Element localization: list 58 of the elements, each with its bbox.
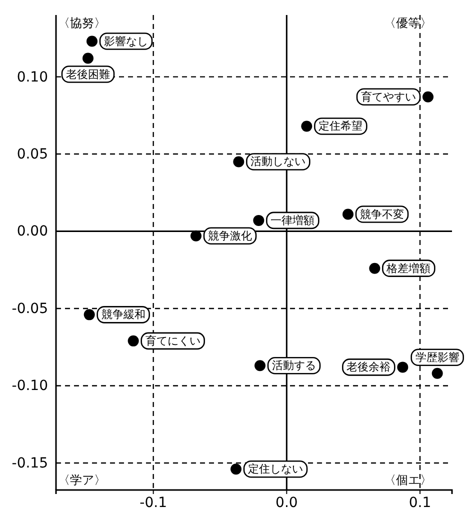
x-tick-label: 0.0 (276, 494, 298, 511)
series-label: 老後困難 (66, 68, 110, 81)
series-label: 活動する (272, 359, 316, 372)
name-tag: 影響なし (99, 32, 153, 50)
series-label: 老後余裕 (346, 360, 391, 374)
name-tag: 競争激化 (203, 227, 257, 245)
series-label: 格差増額 (386, 262, 431, 275)
annotation: 〈協努〉 (58, 16, 106, 30)
x-tick-label: 0.1 (408, 494, 432, 511)
annotation: 〈優等〉 (384, 16, 432, 30)
point (342, 208, 354, 220)
point (253, 214, 264, 226)
name-tag: 育てやすい (356, 88, 421, 106)
point (397, 362, 408, 373)
point (230, 464, 242, 475)
series-label: 定住希望 (318, 120, 363, 133)
name-tag: 競争不変 (355, 206, 409, 223)
x-tick-label: -0.1 (140, 494, 167, 511)
name-tag: 定住しない (243, 460, 308, 478)
series-label: 影響なし (104, 34, 148, 48)
name-tag: 学歴影響 (410, 348, 464, 366)
series-label: 育てやすい (361, 90, 416, 104)
point (432, 368, 443, 379)
series-label: 定住しない (248, 462, 303, 476)
point (233, 156, 244, 168)
series-label: 競争緩和 (101, 308, 146, 322)
name-tag: 定住希望 (314, 118, 368, 135)
point (254, 360, 266, 372)
series-label: 学歴影響 (415, 350, 460, 364)
name-tag: 老後余裕 (342, 358, 396, 376)
y-tick-label: -0.15 (12, 455, 48, 472)
point (86, 36, 98, 47)
name-tag: 老後困難 (61, 66, 115, 83)
point (190, 230, 202, 242)
name-tag: 育てにくい (140, 332, 205, 350)
name-tag: 競争緩和 (96, 306, 150, 324)
series-label: 競争激化 (208, 229, 252, 242)
series-label: 活動しない (250, 155, 306, 168)
series-label: 競争不変 (360, 208, 404, 221)
point (422, 91, 434, 102)
annotation: 〈個エ〉 (384, 473, 432, 487)
point (369, 262, 380, 274)
name-tag: 格差増額 (382, 260, 436, 277)
name-tag: 活動する (267, 357, 321, 374)
name-tag: 一律増額 (266, 212, 320, 230)
point (82, 52, 94, 64)
annotation: 〈学ア〉 (58, 473, 106, 487)
y-tick-label: -0.05 (12, 300, 48, 317)
y-tick-label: 0.10 (16, 69, 48, 86)
point (84, 309, 95, 320)
point (128, 335, 139, 346)
name-tag: 活動しない (246, 153, 310, 170)
y-tick-label: 0.05 (16, 146, 48, 163)
y-tick-label: -0.10 (12, 378, 48, 394)
point (301, 120, 312, 132)
y-tick-label: 0.00 (16, 224, 48, 240)
series-label: 育てにくい (145, 334, 200, 348)
series-label: 一律増額 (270, 214, 315, 227)
